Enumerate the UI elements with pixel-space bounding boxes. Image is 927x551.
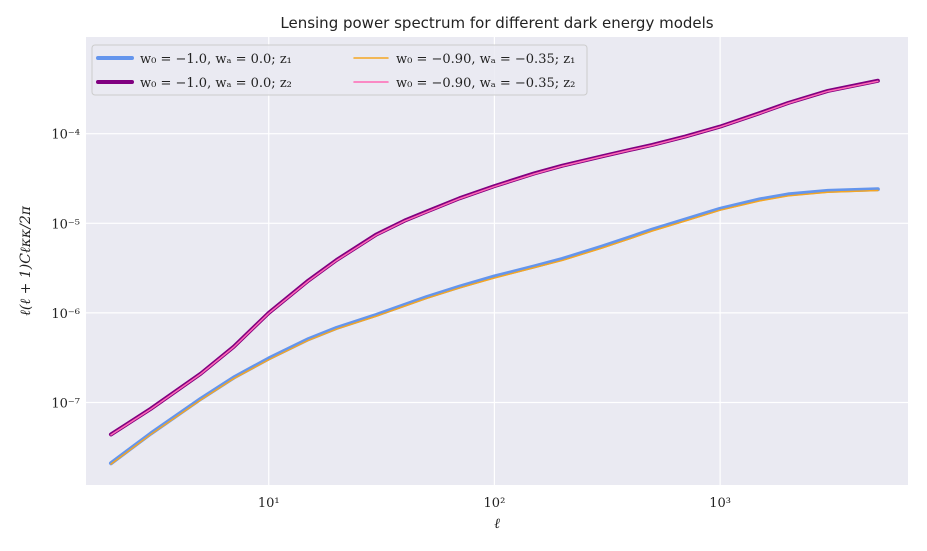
series-layer [108,78,880,466]
legend-label: w₀ = −1.0, wₐ = 0.0; z₁ [140,52,292,67]
x-tick-label: 10¹ [258,496,280,511]
grid-lines [86,37,908,485]
plot-area [86,37,908,485]
y-axis-label: ℓ(ℓ + 1)Cℓκκ/2π [18,205,34,316]
chart-title: Lensing power spectrum for different dar… [280,14,713,32]
x-tick-label: 10³ [709,496,731,511]
series-line-4 [110,80,879,436]
legend-box [91,44,588,96]
y-tick-label: 10⁻⁵ [51,217,80,232]
legend: w₀ = −1.0, wₐ = 0.0; z₁ w₀ = −0.90, wₐ = … [91,44,588,96]
x-tick-label: 10² [484,496,506,511]
series-line-2 [110,189,879,465]
x-tick-labels: 10¹ 10² 10³ [258,496,731,511]
y-tick-labels: 10⁻⁷ 10⁻⁶ 10⁻⁵ 10⁻⁴ [51,128,80,412]
legend-label: w₀ = −0.90, wₐ = −0.35; z₂ [396,76,575,91]
legend-label: w₀ = −0.90, wₐ = −0.35; z₁ [396,52,575,67]
legend-label: w₀ = −1.0, wₐ = 0.0; z₂ [140,76,292,91]
y-tick-label: 10⁻⁶ [51,307,80,322]
x-axis-label: ℓ [494,516,500,532]
y-tick-label: 10⁻⁴ [51,128,80,143]
series-line-1 [108,187,880,466]
y-tick-label: 10⁻⁷ [51,396,80,411]
